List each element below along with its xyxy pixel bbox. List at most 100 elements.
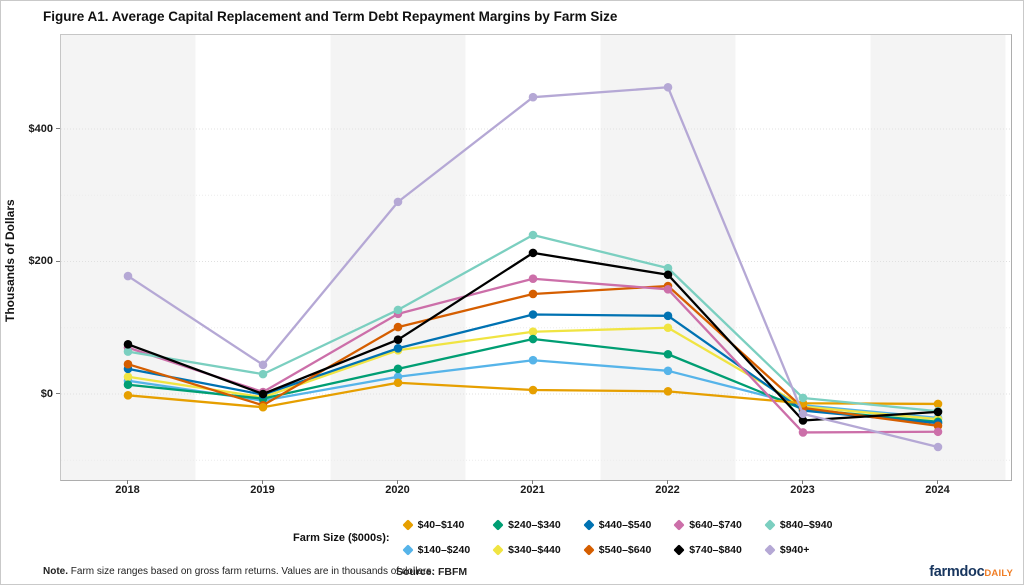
y-tick-mark: [56, 128, 60, 129]
legend-marker-icon: [673, 519, 685, 531]
x-tick-label: 2020: [385, 484, 410, 496]
legend-item: $40–$140: [401, 519, 471, 531]
x-tick-label: 2021: [520, 484, 545, 496]
data-point: [933, 399, 943, 409]
data-point: [663, 311, 673, 321]
data-point: [798, 428, 808, 437]
data-point: [528, 289, 538, 299]
chart-canvas: [61, 35, 1011, 480]
legend-marker-icon: [764, 544, 776, 556]
data-point: [663, 366, 673, 376]
legend-item: $940+: [764, 544, 833, 556]
data-point: [393, 335, 403, 344]
x-tick-label: 2019: [250, 484, 275, 496]
data-point: [663, 270, 673, 280]
legend-item-label: $440–$540: [598, 519, 652, 531]
data-point: [528, 327, 538, 337]
chart-panel: [60, 34, 1012, 481]
y-tick-mark: [56, 393, 60, 394]
footer-source: Source: FBFM: [396, 566, 468, 578]
data-point: [393, 322, 403, 332]
figure-title: Figure A1. Average Capital Replacement a…: [43, 9, 618, 24]
x-tick-label: 2022: [655, 484, 680, 496]
data-point: [258, 389, 268, 399]
data-point: [933, 442, 943, 452]
legend-item-label: $140–$240: [417, 544, 471, 556]
legend-marker-icon: [764, 519, 776, 531]
legend-item: $440–$540: [583, 519, 652, 531]
legend-marker-icon: [401, 519, 414, 531]
y-tick-mark: [56, 260, 60, 262]
legend-marker-icon: [673, 544, 685, 556]
logo-daily-text: DAILY: [984, 568, 1013, 579]
x-tick-mark: [532, 480, 533, 484]
data-point: [528, 248, 538, 258]
legend-item-label: $40–$140: [417, 519, 465, 531]
data-point: [123, 347, 133, 356]
data-point: [933, 421, 943, 431]
x-tick-label: 2018: [115, 484, 140, 496]
legend-items: $40–$140 $140–$240 $240–$340 $340–$440 $440–…: [401, 517, 833, 558]
y-tick-label: $200: [28, 255, 53, 267]
data-point: [528, 274, 538, 284]
footer-note: Note. Farm size ranges based on gross fa…: [43, 566, 434, 577]
data-point: [663, 263, 673, 273]
legend-marker-icon: [583, 519, 595, 531]
data-point: [933, 427, 943, 437]
data-point: [798, 409, 808, 419]
data-point: [393, 197, 403, 207]
data-point: [663, 285, 673, 294]
x-tick-mark: [937, 480, 938, 484]
series-$40–$140: [123, 378, 943, 412]
x-tick-mark: [397, 480, 398, 484]
legend-item-label: $940+: [779, 544, 810, 556]
x-tick-mark: [802, 480, 803, 484]
data-point: [528, 385, 538, 395]
legend-item: $140–$240: [401, 544, 471, 556]
footer-note-label: Note.: [43, 566, 68, 577]
data-point: [663, 387, 673, 396]
data-point: [798, 416, 808, 425]
legend-item: $340–$440: [492, 544, 561, 556]
legend-item: $240–$340: [492, 519, 561, 531]
legend-item: $540–$640: [583, 544, 652, 556]
data-point: [123, 372, 133, 382]
legend-marker-icon: [583, 544, 595, 556]
data-point: [258, 360, 268, 370]
series-line: [127, 233, 939, 413]
data-point: [123, 271, 133, 281]
data-point: [528, 355, 538, 365]
legend-item-label: $540–$640: [598, 544, 652, 556]
data-point: [393, 372, 403, 382]
data-point: [528, 334, 538, 344]
legend-item: $740–$840: [673, 544, 742, 556]
farmdoc-daily-logo: farmdocDAILY: [929, 563, 1013, 581]
legend-item-label: $740–$840: [689, 544, 742, 556]
x-tick-label: 2023: [790, 484, 815, 496]
legend-item: $640–$740: [673, 519, 742, 531]
series-$740–$840: [123, 248, 943, 425]
legend-title: Farm Size ($000s):: [293, 531, 390, 544]
legend-marker-icon: [492, 544, 504, 556]
data-point: [663, 349, 673, 359]
data-point: [393, 378, 403, 388]
x-tick-mark: [127, 480, 128, 484]
chart-legend: Farm Size ($000s): $40–$140 $140–$240 $240…: [293, 517, 832, 558]
x-tick-mark: [262, 480, 263, 484]
data-point: [798, 393, 808, 403]
data-point: [933, 407, 943, 417]
x-tick-mark: [667, 480, 668, 484]
data-point: [123, 391, 133, 400]
data-point: [258, 402, 268, 412]
legend-item-label: $340–$440: [508, 544, 561, 556]
data-point: [528, 310, 538, 319]
legend-item-label: $640–$740: [689, 519, 742, 531]
legend-item-label: $840–$940: [779, 519, 833, 531]
x-tick-label: 2024: [925, 484, 950, 496]
data-point: [663, 82, 673, 92]
data-point: [123, 380, 133, 390]
data-point: [528, 92, 538, 102]
data-point: [258, 369, 268, 379]
y-tick-label: $400: [28, 122, 53, 135]
legend-marker-icon: [492, 519, 504, 531]
